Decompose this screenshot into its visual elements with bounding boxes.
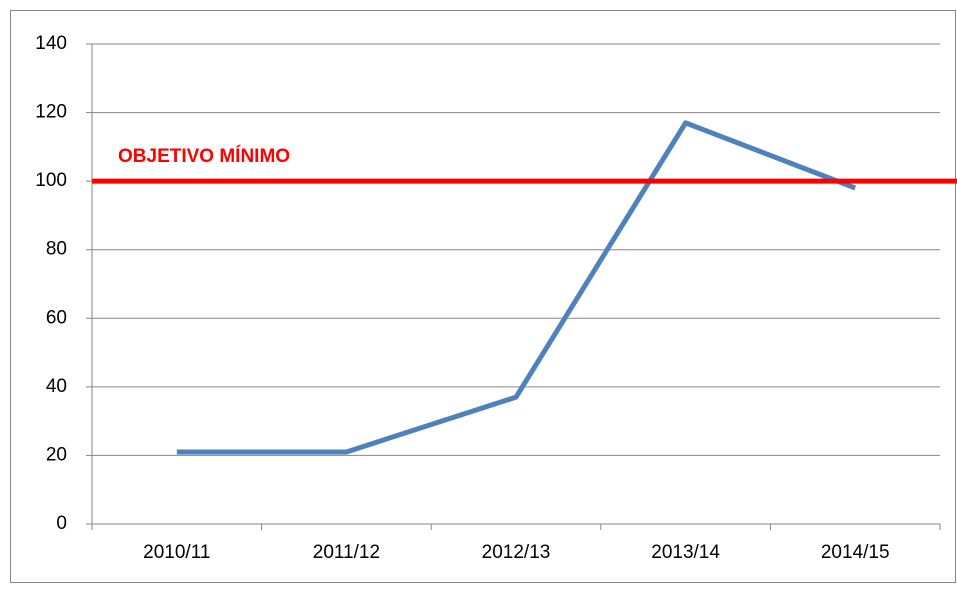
y-tick-label: 100 <box>35 170 67 191</box>
y-tick-label: 0 <box>56 513 67 534</box>
x-tick-label: 2010/11 <box>143 542 210 563</box>
y-tick-label: 120 <box>35 102 67 123</box>
reference-label: OBJETIVO MÍNIMO <box>118 145 290 167</box>
x-tick-label: 2014/15 <box>821 542 890 563</box>
chart-frame <box>10 10 956 583</box>
y-tick-label: 80 <box>46 239 67 260</box>
y-tick-label: 40 <box>46 376 67 397</box>
x-tick-label: 2012/13 <box>482 542 551 563</box>
y-tick-label: 140 <box>35 33 67 54</box>
y-tick-label: 20 <box>46 444 67 465</box>
x-tick-label: 2013/14 <box>651 542 720 563</box>
data-line <box>176 120 857 455</box>
y-tick-label: 60 <box>46 307 67 328</box>
x-tick-label: 2011/12 <box>313 542 380 563</box>
